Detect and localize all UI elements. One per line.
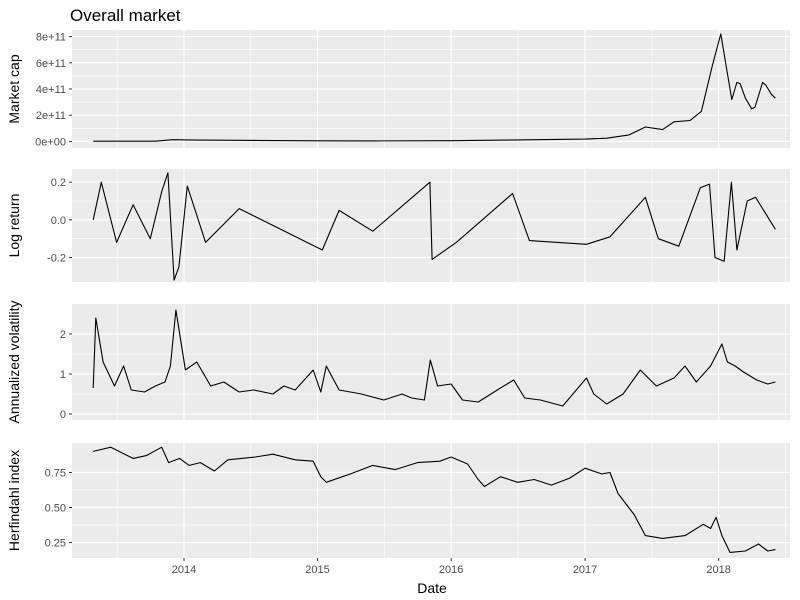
y-tick-label: 0	[60, 409, 66, 421]
panel-background	[72, 443, 790, 558]
chart-title: Overall market	[70, 6, 181, 25]
y-tick-label: 0.0	[51, 215, 66, 227]
y-tick-label: 0.25	[45, 538, 66, 550]
y-tick-label: 0.75	[45, 467, 66, 479]
panel-4: 0.25 0.50 0.75 Herfindahl index	[6, 443, 790, 558]
panel-1: 0e+00 2e+11 4e+11 6e+11 8e+11 Market cap	[6, 30, 790, 148]
y-tick-label: 4e+11	[36, 84, 66, 96]
x-tick-label: 2015	[305, 564, 329, 576]
x-axis-title: Date	[417, 580, 447, 596]
panels: 0e+00 2e+11 4e+11 6e+11 8e+11 Market cap -0.2 0…	[6, 30, 790, 558]
x-tick-label: 2018	[706, 564, 730, 576]
y-tick-label: 2	[60, 329, 66, 341]
y-tick-label: 2e+11	[36, 110, 66, 122]
x-tick-label: 2016	[439, 564, 463, 576]
y-tick-label: 0e+00	[35, 136, 66, 148]
series-line	[92, 172, 776, 281]
x-axis: 2014 2015 2016 2017 2018	[172, 558, 731, 576]
y-axis-title: Annualized volatility	[6, 301, 22, 424]
panel-2: -0.2 0.0 0.2 Log return	[6, 169, 790, 282]
y-tick-label: 1	[60, 369, 66, 381]
y-tick-label: 0.50	[45, 503, 66, 515]
y-tick-label: 8e+11	[36, 32, 66, 44]
series-line	[92, 309, 776, 407]
x-tick-label: 2017	[573, 564, 597, 576]
series-line	[93, 33, 776, 142]
y-axis-title: Market cap	[6, 54, 22, 123]
series-line	[93, 446, 776, 553]
y-tick-label: 6e+11	[36, 58, 66, 70]
panel-3: 0 1 2 Annualized volatility	[6, 301, 790, 424]
y-axis-title: Herfindahl index	[6, 450, 22, 551]
y-axis-title: Log return	[6, 194, 22, 258]
x-tick-label: 2014	[172, 564, 196, 576]
y-tick-label: 0.2	[51, 177, 66, 189]
y-tick-label: -0.2	[47, 253, 66, 265]
